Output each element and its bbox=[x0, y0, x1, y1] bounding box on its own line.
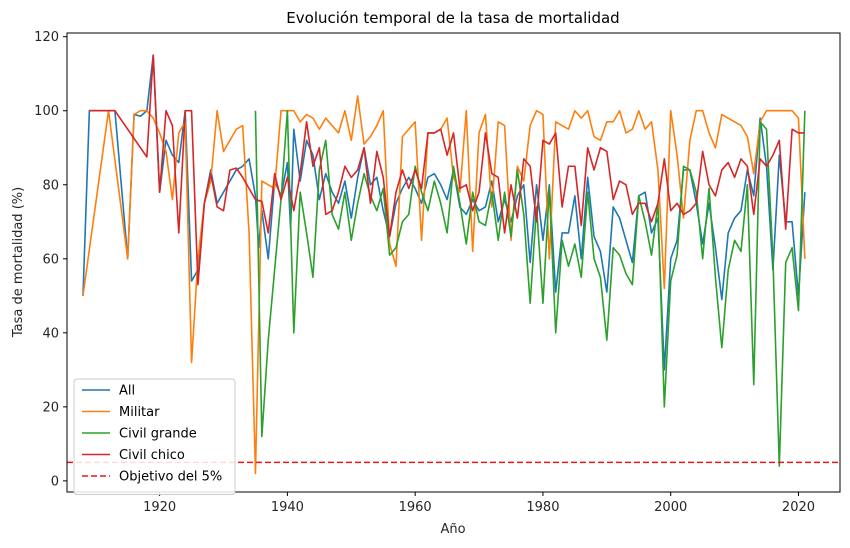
x-tick-label: 2020 bbox=[782, 500, 815, 515]
axes-frame bbox=[66, 32, 841, 493]
legend-label: All bbox=[119, 384, 135, 399]
series-line-civil-grande bbox=[254, 109, 806, 467]
y-tick-label: 80 bbox=[42, 178, 59, 193]
y-tick-label: 0 bbox=[51, 474, 59, 489]
x-tick-label: 1960 bbox=[399, 500, 432, 515]
y-axis: 0 20 40 60 80 100 120 bbox=[34, 30, 67, 489]
legend-label: Civil chico bbox=[119, 448, 185, 463]
legend-label: Civil grande bbox=[119, 427, 197, 442]
y-tick-label: 20 bbox=[42, 400, 59, 415]
legend-label: Militar bbox=[119, 405, 160, 420]
legend-box bbox=[73, 378, 236, 495]
series-line-civil-chico bbox=[89, 54, 805, 286]
chart-title: Evolución temporal de la tasa de mortali… bbox=[286, 9, 619, 27]
x-tick-label: 2000 bbox=[654, 500, 687, 515]
legend-label: Objetivo del 5% bbox=[119, 470, 222, 485]
y-tick-label: 40 bbox=[42, 326, 59, 341]
y-tick-label: 120 bbox=[34, 30, 59, 45]
x-axis: 1920 1940 1960 1980 2000 2020 bbox=[143, 492, 815, 515]
y-tick-label: 60 bbox=[42, 252, 59, 267]
legend: All Militar Civil grande Civil chico Objetiv… bbox=[73, 378, 236, 495]
y-tick-label: 100 bbox=[34, 104, 59, 119]
y-axis-label: Tasa de mortalidad (%) bbox=[11, 187, 26, 338]
x-tick-label: 1940 bbox=[271, 500, 304, 515]
x-tick-label: 1980 bbox=[526, 500, 559, 515]
x-tick-label: 1920 bbox=[143, 500, 176, 515]
x-axis-label: Año bbox=[440, 522, 465, 537]
